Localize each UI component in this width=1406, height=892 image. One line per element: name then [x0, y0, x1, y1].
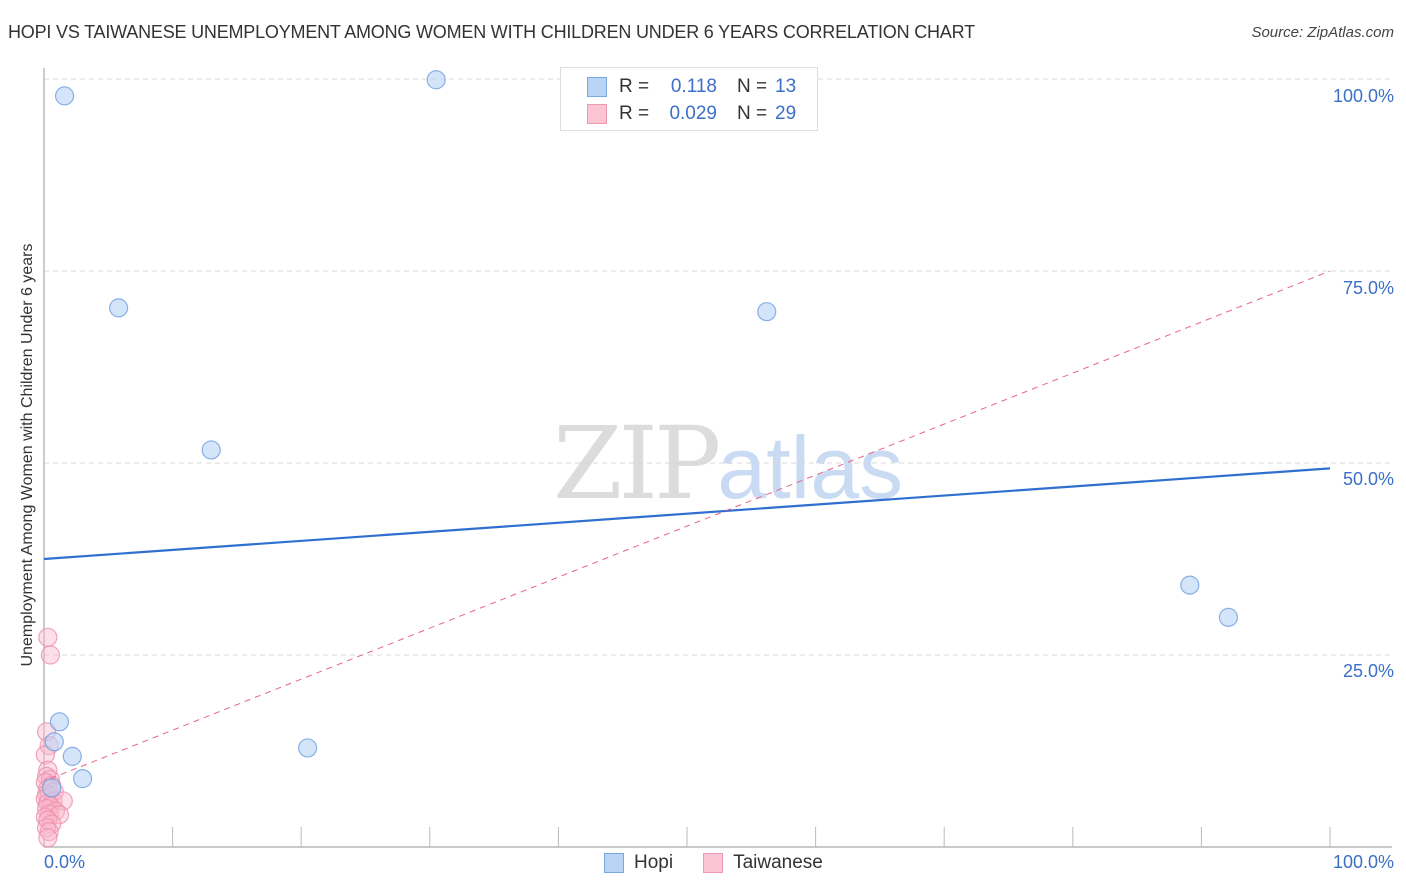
taiwanese-point: [39, 822, 59, 842]
hopi-point: [1180, 575, 1200, 595]
legend-item-hopi[interactable]: Hopi: [604, 852, 673, 874]
r-value: 0.118: [670, 76, 717, 97]
hopi-point: [54, 86, 75, 106]
hopi-point: [49, 712, 70, 732]
hopi-point: [42, 778, 62, 798]
hopi-point: [757, 302, 777, 322]
n-value: 13: [775, 76, 797, 97]
r-label: R =: [619, 103, 650, 124]
y-axis-label: Unemployment Among Women with Children U…: [19, 243, 36, 667]
hopi-point: [44, 732, 64, 752]
chart-title: HOPI VS TAIWANESE UNEMPLOYMENT AMONG WOM…: [8, 22, 975, 42]
n-label: N =: [737, 103, 768, 124]
taiwanese-point: [35, 745, 55, 765]
y-tick-50: 50.0%: [1342, 469, 1394, 489]
taiwanese-trend-line: [50, 270, 1331, 780]
y-tick-100: 100.0%: [1332, 86, 1394, 106]
y-tick-25: 25.0%: [1342, 661, 1394, 681]
taiwanese-point: [38, 828, 58, 848]
n-label: N =: [737, 76, 768, 97]
legend-row-taiwanese: R = 0.029 N = 29: [587, 102, 796, 126]
hopi-point: [1218, 607, 1239, 627]
hopi-point: [426, 70, 446, 90]
hopi-point: [108, 298, 129, 318]
r-label: R =: [619, 76, 650, 97]
legend-item-taiwanese[interactable]: Taiwanese: [703, 852, 823, 874]
hopi-trend-line: [43, 467, 1331, 561]
source-credit: Source: ZipAtlas.com: [1251, 24, 1394, 41]
n-value: 29: [775, 103, 797, 124]
taiwanese-point: [38, 627, 58, 647]
taiwanese-swatch: [587, 104, 607, 124]
hopi-swatch: [587, 77, 607, 97]
taiwanese-swatch: [703, 853, 724, 873]
legend-label-hopi: Hopi: [634, 852, 674, 873]
hopi-point: [201, 440, 221, 460]
hopi-point: [62, 746, 82, 766]
legend-row-hopi: R = 0.118 N = 13: [587, 75, 796, 99]
r-value: 0.029: [669, 103, 717, 124]
correlation-legend: R = 0.118 N = 13 R = 0.029 N = 29: [560, 67, 818, 131]
x-tick-0: 0.0%: [44, 852, 86, 872]
x-tick-100: 100.0%: [1332, 852, 1394, 872]
hopi-point: [298, 738, 318, 758]
y-tick-75: 75.0%: [1342, 278, 1394, 298]
taiwanese-point: [40, 645, 61, 665]
legend-label-taiwanese: Taiwanese: [733, 852, 823, 873]
hopi-point: [72, 769, 93, 789]
hopi-swatch: [604, 853, 624, 873]
series-legend: Hopi Taiwanese: [604, 852, 853, 874]
